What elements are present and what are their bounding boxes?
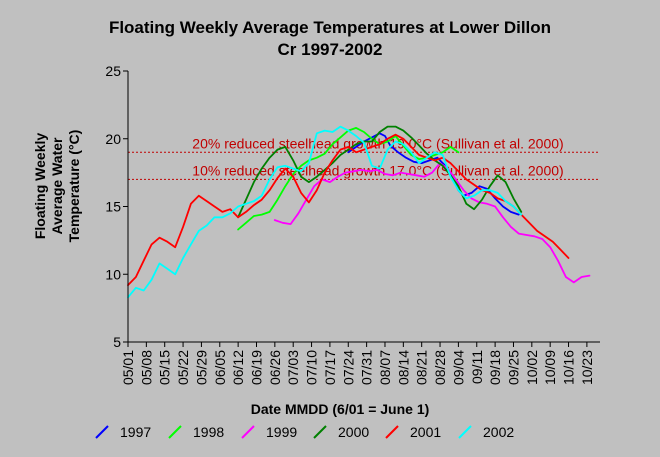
- y-tick-label: 20: [105, 131, 121, 147]
- x-tick-label: 09/25: [505, 350, 521, 385]
- x-tick-label: 09/04: [450, 350, 466, 385]
- legend-marker-1998: [168, 425, 182, 439]
- x-tick-label: 09/11: [469, 350, 485, 384]
- legend: 1997 1998 1999 2000 2001 2002: [95, 424, 514, 440]
- x-tick-label: 06/05: [212, 350, 228, 385]
- x-tick-label: 08/14: [395, 350, 411, 385]
- legend-marker-1997: [95, 425, 109, 439]
- x-tick-label: 05/15: [157, 350, 173, 385]
- legend-marker-2001: [385, 425, 399, 439]
- series-line-2000: [237, 125, 523, 219]
- series-line-2002: [127, 125, 523, 299]
- chart-title-line1: Floating Weekly Average Temperatures at …: [109, 18, 551, 37]
- x-tick-label: 10/23: [579, 350, 595, 385]
- plot-background: [128, 71, 600, 342]
- x-tick-label: 07/24: [340, 350, 356, 385]
- x-tick-label: 10/09: [542, 350, 558, 385]
- legend-marker-2000: [313, 425, 327, 439]
- y-tick-label: 15: [105, 199, 121, 215]
- x-tick-label: 07/31: [359, 350, 375, 385]
- x-tick-label: 05/01: [120, 350, 136, 385]
- x-tick-label: 05/29: [193, 350, 209, 385]
- legend-label-1997: 1997: [120, 424, 151, 440]
- legend-label-2001: 2001: [410, 424, 441, 440]
- x-tick-label: 06/12: [230, 350, 246, 385]
- x-tick-label: 05/08: [138, 350, 154, 385]
- x-tick-label: 08/07: [377, 350, 393, 385]
- x-tick-label: 09/18: [487, 350, 503, 385]
- y-axis-label-line2: Average Water: [49, 137, 65, 235]
- x-tick-label: 05/22: [175, 350, 191, 385]
- legend-label-1999: 1999: [266, 424, 297, 440]
- y-tick-label: 5: [113, 334, 121, 350]
- x-tick-label: 08/28: [432, 350, 448, 385]
- chart-title-line2: Cr 1997-2002: [278, 40, 383, 59]
- x-tick-label: 07/03: [285, 350, 301, 385]
- x-tick-label: 07/17: [322, 350, 338, 385]
- y-axis-label-line3: Temperature (°C): [66, 130, 82, 243]
- series-line-1999: [273, 162, 591, 284]
- legend-label-2000: 2000: [338, 424, 369, 440]
- y-axis-label-line1: Floating Weekly: [32, 133, 48, 240]
- legend-label-2002: 2002: [483, 424, 514, 440]
- x-tick-label: 10/02: [524, 350, 540, 385]
- legend-marker-1999: [241, 425, 255, 439]
- x-tick-label: 06/19: [248, 350, 264, 385]
- series-line-2001: [127, 133, 570, 287]
- y-tick-label: 10: [105, 266, 121, 282]
- legend-label-1998: 1998: [193, 424, 224, 440]
- legend-marker-2002: [458, 425, 472, 439]
- x-tick-label: 07/10: [304, 350, 320, 385]
- x-axis-label: Date MMDD (6/01 = June 1): [251, 401, 430, 417]
- x-tick-label: 08/21: [414, 350, 430, 385]
- y-tick-label: 25: [105, 63, 121, 79]
- x-tick-label: 06/26: [267, 350, 283, 385]
- x-tick-label: 10/16: [561, 350, 577, 385]
